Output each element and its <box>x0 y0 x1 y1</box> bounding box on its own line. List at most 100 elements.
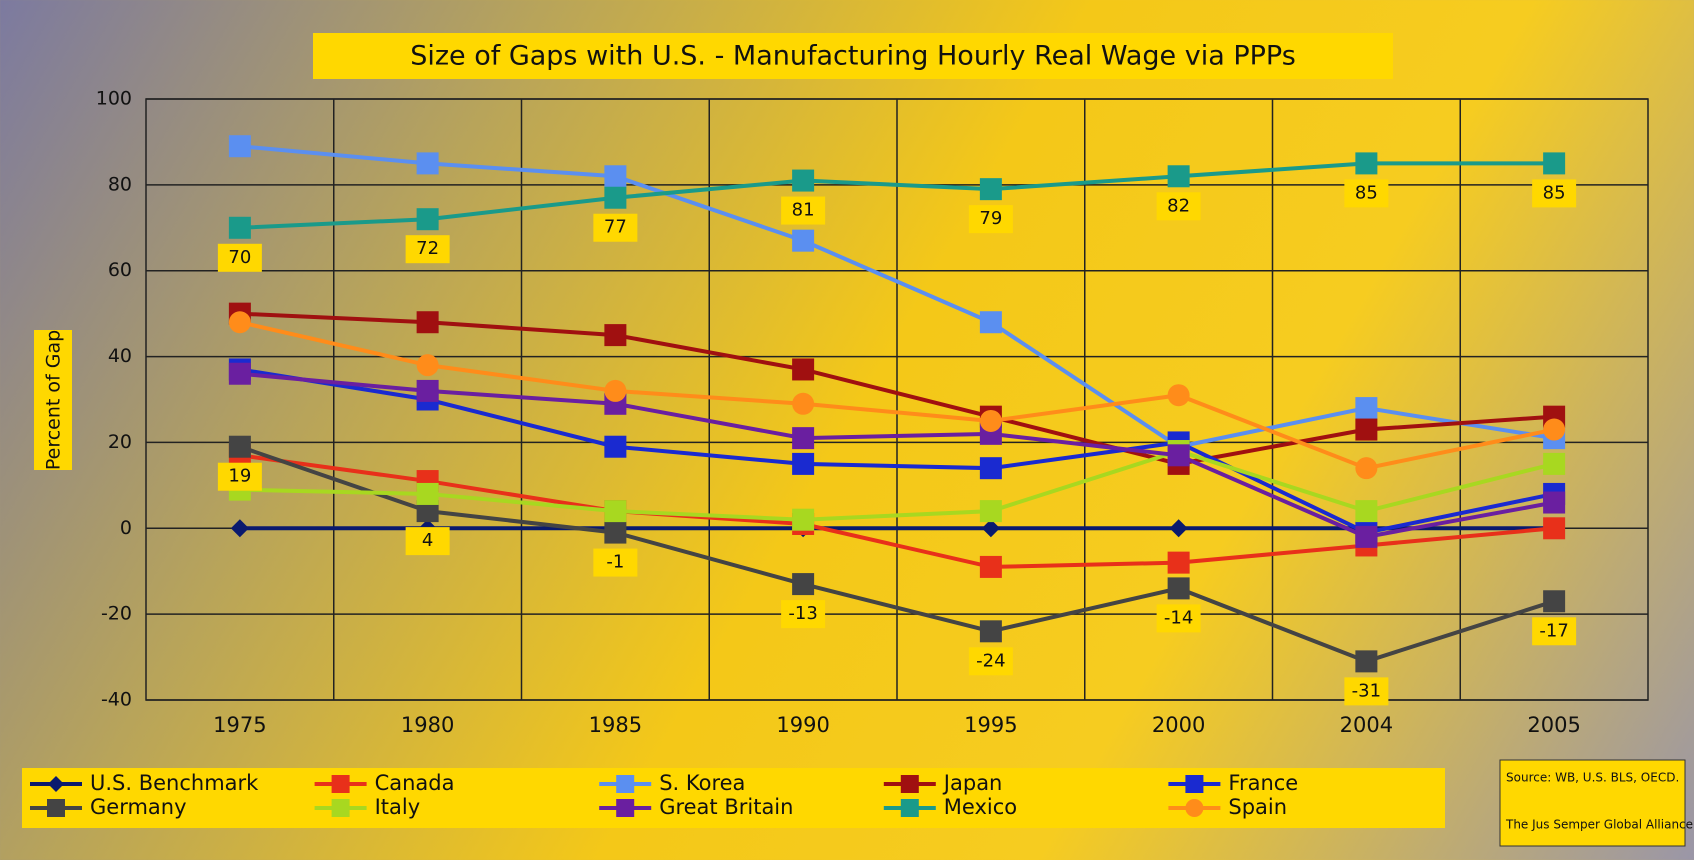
marker <box>792 508 815 531</box>
label-box <box>1532 617 1577 646</box>
marker <box>792 358 815 381</box>
marker <box>616 775 635 793</box>
data-label: 72 <box>416 238 439 259</box>
data-label: -1 <box>606 552 624 573</box>
data-label: 70 <box>228 247 251 268</box>
label-box <box>217 243 262 272</box>
marker <box>416 311 439 334</box>
data-label: 77 <box>604 217 627 238</box>
marker <box>604 186 627 209</box>
marker <box>604 379 627 402</box>
data-label: 85 <box>1355 182 1378 203</box>
marker <box>979 178 1002 201</box>
source-text: Source: WB, U.S. BLS, OECD. <box>1506 771 1679 785</box>
marker <box>792 452 815 475</box>
legend-label: Spain <box>1228 795 1287 819</box>
data-label: -13 <box>788 603 817 624</box>
label-box <box>593 548 638 577</box>
marker <box>416 354 439 377</box>
title-box <box>313 33 1393 79</box>
marker <box>1543 452 1566 475</box>
marker <box>1167 384 1190 407</box>
marker <box>792 169 815 192</box>
marker <box>1185 775 1204 793</box>
label-box <box>1156 604 1201 633</box>
marker <box>1167 165 1190 188</box>
series-line <box>239 453 1555 569</box>
label-box <box>217 462 262 491</box>
chart-title: Size of Gaps with U.S. - Manufacturing H… <box>410 41 1296 72</box>
marker <box>900 799 919 817</box>
label-box <box>405 235 450 264</box>
marker <box>416 482 439 505</box>
x-tick-label: 2000 <box>1152 713 1205 737</box>
source-text: The Jus Semper Global Alliance © <box>1505 818 1694 832</box>
legend-label: S. Korea <box>659 771 745 795</box>
label-box <box>1532 179 1577 208</box>
legend-label: Great Britain <box>659 795 793 819</box>
marker <box>979 311 1002 334</box>
label-box <box>968 647 1013 676</box>
label-box <box>593 213 638 242</box>
label-box <box>781 196 826 225</box>
marker <box>228 216 251 239</box>
marker <box>979 409 1002 432</box>
label-box <box>1344 677 1389 706</box>
y-tick-label: 100 <box>96 88 132 110</box>
marker <box>47 799 65 817</box>
marker <box>228 435 251 458</box>
marker <box>48 776 64 792</box>
legend-label: France <box>1228 771 1298 795</box>
marker <box>1167 444 1190 467</box>
label-box <box>405 527 450 556</box>
marker <box>1355 500 1378 523</box>
marker <box>1167 577 1190 600</box>
label-box <box>1156 192 1201 221</box>
y-tick-label: 40 <box>108 345 132 367</box>
marker <box>228 362 251 385</box>
marker <box>981 519 1000 538</box>
y-axis-label: Percent of Gap <box>43 330 65 470</box>
marker <box>1185 799 1204 817</box>
marker <box>228 135 251 158</box>
marker <box>604 500 627 523</box>
marker <box>1543 418 1566 441</box>
legend-label: U.S. Benchmark <box>90 771 259 795</box>
x-tick-label: 1995 <box>964 713 1017 737</box>
y-tick-label: -20 <box>101 603 132 625</box>
y-tick-label: 80 <box>108 173 132 195</box>
x-tick-label: 1990 <box>776 713 829 737</box>
marker <box>416 379 439 402</box>
y-tick-label: 60 <box>108 259 132 281</box>
data-label: 4 <box>422 530 433 551</box>
marker <box>604 324 627 347</box>
x-tick-label: 1980 <box>401 713 454 737</box>
series-line <box>239 444 1555 664</box>
series-line <box>239 311 1555 466</box>
data-label: 82 <box>1167 195 1190 216</box>
y-tick-label: -40 <box>101 689 132 711</box>
x-tick-label: 2005 <box>1527 713 1580 737</box>
series-line <box>239 448 1555 522</box>
marker <box>416 208 439 231</box>
marker <box>604 165 627 188</box>
marker <box>416 500 439 523</box>
marker <box>331 775 350 793</box>
legend-label: Japan <box>942 771 1003 795</box>
marker <box>1355 397 1378 420</box>
data-label: -24 <box>976 650 1005 671</box>
series-line <box>239 367 1555 535</box>
marker <box>1355 525 1378 548</box>
legend-box <box>22 768 1445 828</box>
marker <box>792 229 815 252</box>
legend-label: Mexico <box>944 795 1017 819</box>
marker <box>616 799 635 817</box>
marker <box>1543 517 1566 540</box>
marker <box>230 519 249 538</box>
marker <box>1355 650 1378 673</box>
data-label: 79 <box>979 208 1002 229</box>
data-label: 81 <box>792 200 815 221</box>
marker <box>792 427 815 450</box>
